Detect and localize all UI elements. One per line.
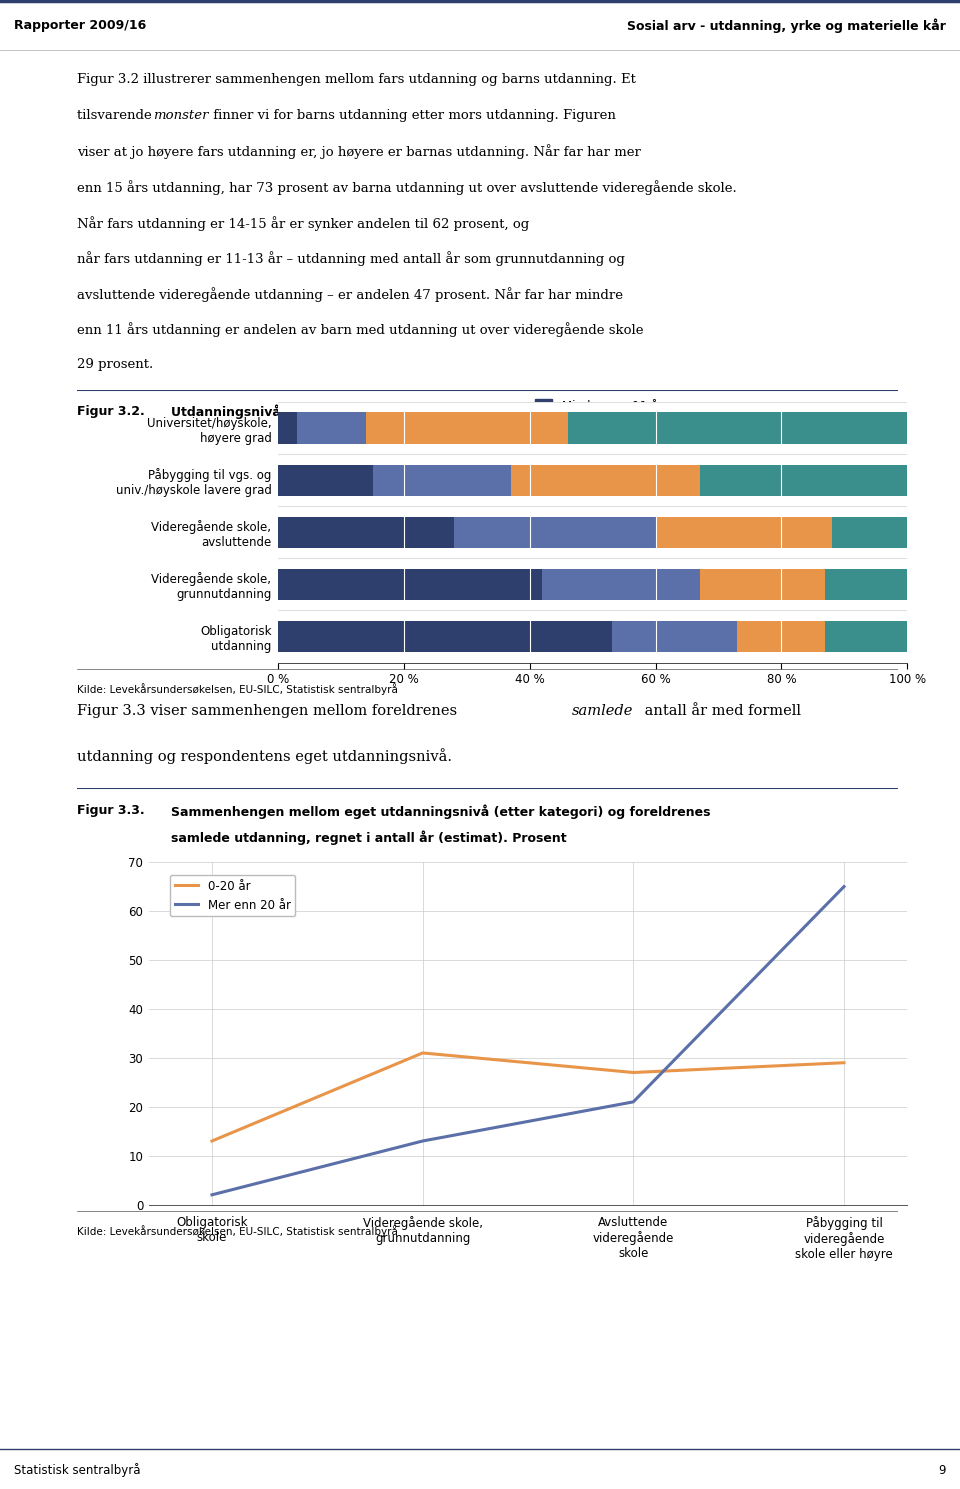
Text: monster: monster <box>154 109 208 122</box>
Bar <box>278 569 542 600</box>
Text: når fars utdanning er 11-13 år – utdanning med antall år som grunnutdanning og: når fars utdanning er 11-13 år – utdanni… <box>77 252 625 267</box>
Text: Når fars utdanning er 14-15 år er synker andelen til 62 prosent, og: Når fars utdanning er 14-15 år er synker… <box>77 216 529 231</box>
Line: Mer enn 20 år: Mer enn 20 år <box>212 886 844 1194</box>
Text: 14-15 år: 14-15 år <box>562 466 612 479</box>
Bar <box>298 412 367 444</box>
Text: Kilde: Levekårsundersøkelsen, EU-SILC, Statistisk sentralbyrå: Kilde: Levekårsundersøkelsen, EU-SILC, S… <box>77 683 397 695</box>
Text: Sammenhengen mellom eget utdanningsnivå (etter kategori) og foreldrenes: Sammenhengen mellom eget utdanningsnivå … <box>171 804 710 819</box>
Bar <box>536 500 552 523</box>
Bar <box>567 412 907 444</box>
Bar <box>536 433 552 456</box>
0-20 år <box>417 1044 428 1062</box>
0-20 år <box>628 1063 639 1081</box>
Text: antall år med formell: antall år med formell <box>640 704 801 719</box>
Text: utdanning og respondentens eget utdanningsnivå.: utdanning og respondentens eget utdannin… <box>77 747 452 764</box>
Text: samlede: samlede <box>572 704 633 719</box>
Bar <box>656 517 831 548</box>
Bar <box>612 621 737 652</box>
Text: viser at jo høyere fars utdanning er, jo høyere er barnas utdanning. Når far har: viser at jo høyere fars utdanning er, jo… <box>77 144 640 159</box>
0-20 år <box>838 1054 850 1072</box>
Bar <box>831 517 907 548</box>
Bar <box>700 465 907 496</box>
Text: 11-13 år: 11-13 år <box>562 433 612 447</box>
Text: Sosial arv - utdanning, yrke og materielle kår: Sosial arv - utdanning, yrke og materiel… <box>627 18 946 33</box>
Line: 0-20 år: 0-20 år <box>212 1053 844 1141</box>
Bar <box>536 466 552 488</box>
Text: Utdanningsnivå etter fars utdanningsnivå i antall år. Prosent: Utdanningsnivå etter fars utdanningsnivå… <box>171 405 599 418</box>
Text: Figur 3.3 viser sammenhengen mellom foreldrenes: Figur 3.3 viser sammenhengen mellom fore… <box>77 704 462 719</box>
Text: Figur 3.2.: Figur 3.2. <box>77 405 145 418</box>
Bar <box>372 465 511 496</box>
Bar <box>536 399 552 423</box>
Bar <box>278 412 298 444</box>
Mer enn 20 år <box>206 1185 218 1203</box>
Bar <box>826 569 907 600</box>
Text: enn 15 års utdanning, har 73 prosent av barna utdanning ut over avsluttende vide: enn 15 års utdanning, har 73 prosent av … <box>77 180 736 195</box>
Bar <box>278 621 612 652</box>
Text: 9: 9 <box>938 1464 946 1477</box>
Bar <box>278 465 372 496</box>
Bar <box>511 465 700 496</box>
Mer enn 20 år <box>838 877 850 895</box>
Text: Mindre enn 11 år: Mindre enn 11 år <box>562 399 662 412</box>
Mer enn 20 år <box>417 1132 428 1150</box>
Text: Rapporter 2009/16: Rapporter 2009/16 <box>14 19 147 31</box>
Text: Figur 3.3.: Figur 3.3. <box>77 804 144 817</box>
Bar <box>278 517 454 548</box>
Bar <box>367 412 567 444</box>
Mer enn 20 år <box>628 1093 639 1111</box>
Text: Figur 3.2 illustrerer sammenhengen mellom fars utdanning og barns utdanning. Et: Figur 3.2 illustrerer sammenhengen mello… <box>77 73 636 86</box>
Text: samlede utdanning, regnet i antall år (estimat). Prosent: samlede utdanning, regnet i antall år (e… <box>171 831 566 846</box>
Text: 29 prosent.: 29 prosent. <box>77 357 153 371</box>
Bar <box>700 569 826 600</box>
Text: Kilde: Levekårsundersøkelsen, EU-SILC, Statistisk sentralbyrå: Kilde: Levekårsundersøkelsen, EU-SILC, S… <box>77 1225 397 1237</box>
Bar <box>542 569 700 600</box>
Text: tilsvarende: tilsvarende <box>77 109 156 122</box>
Bar <box>454 517 656 548</box>
Bar <box>737 621 826 652</box>
Text: Mer enn 15 år: Mer enn 15 år <box>562 500 644 514</box>
Text: Statistisk sentralbyrå: Statistisk sentralbyrå <box>14 1464 141 1477</box>
Bar <box>826 621 907 652</box>
Text: finner vi for barns utdanning etter mors utdanning. Figuren: finner vi for barns utdanning etter mors… <box>209 109 615 122</box>
Text: avsluttende videregående utdanning – er andelen 47 prosent. Når far har mindre: avsluttende videregående utdanning – er … <box>77 287 623 302</box>
0-20 år <box>206 1132 218 1150</box>
Text: enn 11 års utdanning er andelen av barn med utdanning ut over videregående skole: enn 11 års utdanning er andelen av barn … <box>77 323 643 338</box>
Legend: 0-20 år, Mer enn 20 år: 0-20 år, Mer enn 20 år <box>170 876 296 916</box>
